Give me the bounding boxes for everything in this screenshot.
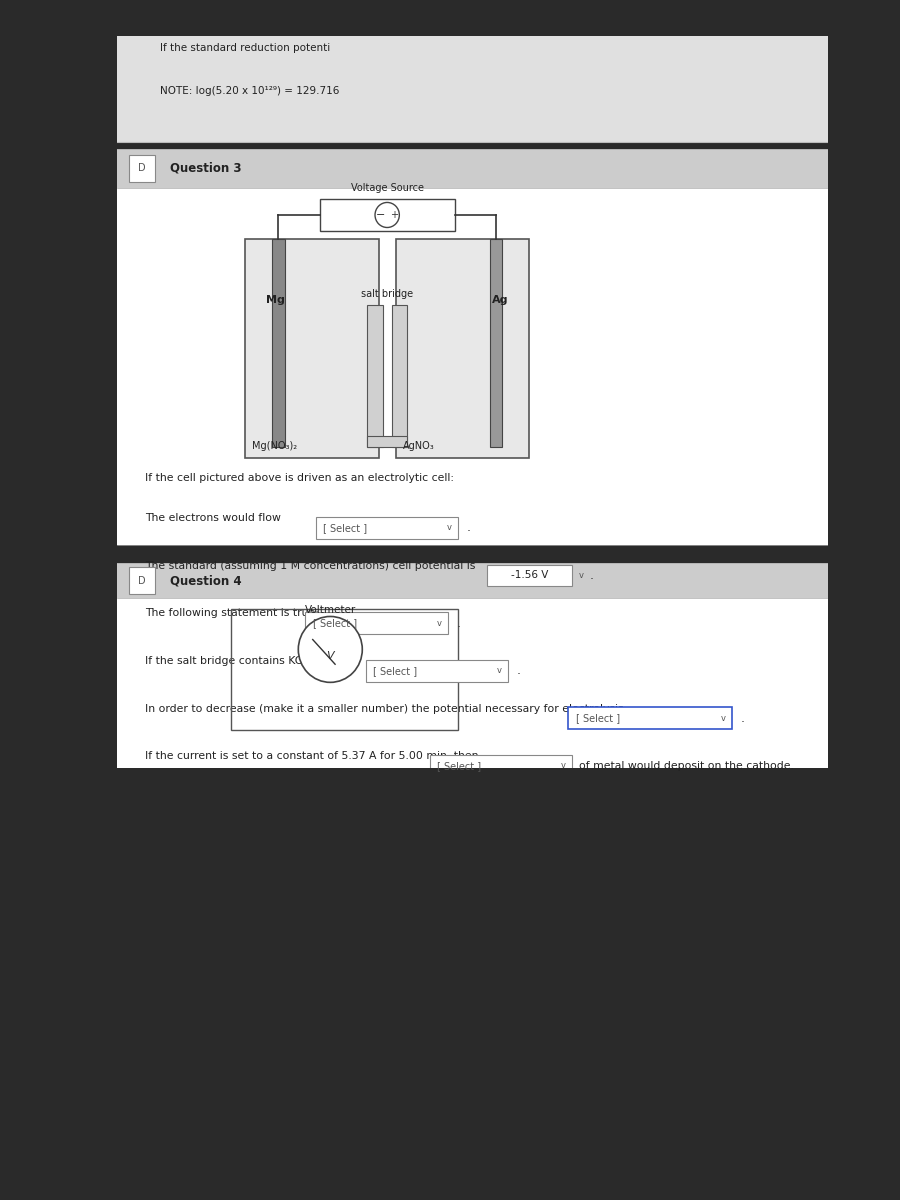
Text: .: . (456, 617, 460, 630)
Text: Voltmeter: Voltmeter (305, 606, 356, 616)
Text: [ Select ]: [ Select ] (576, 713, 620, 724)
Bar (117, 36, 828, 142)
FancyBboxPatch shape (305, 612, 447, 634)
Text: v: v (447, 523, 452, 533)
Text: Voltage Source: Voltage Source (351, 182, 424, 193)
Text: −: − (376, 210, 385, 220)
Bar (230, 610, 458, 730)
Text: v: v (497, 666, 502, 676)
Bar (117, 150, 828, 187)
Bar (117, 187, 828, 545)
FancyBboxPatch shape (487, 564, 572, 587)
Bar (117, 563, 828, 598)
FancyBboxPatch shape (569, 707, 732, 730)
Text: If the standard reduction potenti: If the standard reduction potenti (159, 43, 330, 53)
Text: of metal would deposit on the cathode.: of metal would deposit on the cathode. (580, 761, 794, 770)
Text: v: v (580, 571, 584, 580)
FancyBboxPatch shape (430, 755, 572, 776)
Text: Mg(NO₃)₂: Mg(NO₃)₂ (252, 442, 297, 451)
Text: v: v (721, 714, 726, 722)
Bar (396, 239, 529, 458)
Text: If the cell pictured above is driven as an electrolytic cell:: If the cell pictured above is driven as … (146, 473, 454, 484)
Bar (117, 598, 828, 768)
Bar (129, 155, 155, 181)
FancyBboxPatch shape (316, 517, 458, 539)
Text: [ Select ]: [ Select ] (437, 761, 482, 770)
Bar (392, 305, 408, 448)
Circle shape (375, 203, 400, 228)
Text: .: . (741, 712, 744, 725)
Text: D: D (138, 163, 146, 174)
Text: +: + (390, 210, 398, 220)
Bar (367, 437, 408, 448)
Text: Mg: Mg (266, 295, 285, 305)
Text: The standard (assuming 1 M concentrations) cell potential is: The standard (assuming 1 M concentration… (146, 560, 476, 571)
Text: NOTE: log(5.20 x 10¹²⁹) = 129.716: NOTE: log(5.20 x 10¹²⁹) = 129.716 (159, 85, 339, 96)
Text: [ Select ]: [ Select ] (373, 666, 417, 676)
Text: -1.56 V: -1.56 V (510, 570, 548, 581)
Text: .: . (517, 664, 521, 677)
FancyBboxPatch shape (365, 660, 508, 682)
Bar (129, 568, 155, 594)
Text: Question 4: Question 4 (170, 574, 242, 587)
Bar (272, 239, 284, 448)
Bar (490, 239, 502, 448)
Text: If the current is set to a constant of 5.37 A for 5.00 min. then: If the current is set to a constant of 5… (146, 751, 479, 761)
Text: v: v (561, 761, 566, 770)
Text: V: V (327, 652, 334, 661)
Bar (367, 305, 382, 448)
Text: In order to decrease (make it a smaller number) the potential necessary for elec: In order to decrease (make it a smaller … (146, 703, 627, 714)
Bar (245, 239, 379, 458)
Text: AgNO₃: AgNO₃ (403, 442, 435, 451)
Text: D: D (138, 576, 146, 586)
Text: .: . (467, 522, 471, 534)
Circle shape (298, 617, 363, 683)
Text: If the salt bridge contains KCl, then: If the salt bridge contains KCl, then (146, 656, 338, 666)
Text: salt bridge: salt bridge (361, 289, 413, 299)
Text: v: v (436, 618, 442, 628)
Text: [ Select ]: [ Select ] (323, 523, 367, 533)
Text: The following statement is true:: The following statement is true: (146, 608, 320, 618)
Text: Ag: Ag (491, 295, 508, 305)
Bar (320, 198, 454, 232)
Text: Question 3: Question 3 (170, 162, 242, 175)
Text: .: . (590, 569, 594, 582)
Text: [ Select ]: [ Select ] (312, 618, 356, 628)
Text: The electrons would flow: The electrons would flow (146, 514, 282, 523)
